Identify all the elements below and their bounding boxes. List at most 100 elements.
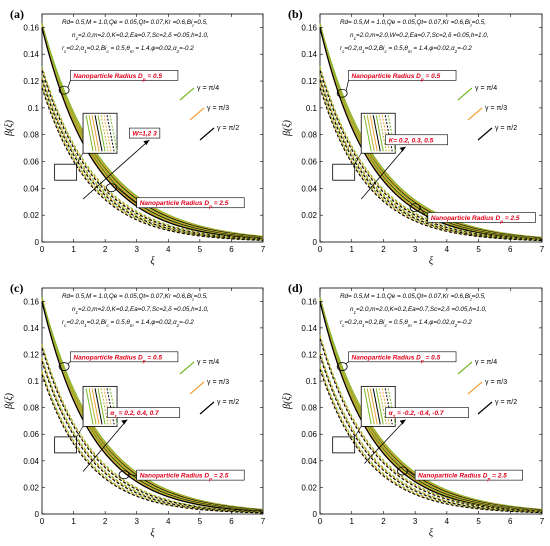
- x-tick-label: 4: [445, 517, 450, 526]
- params-line-2: n1=2.0,m=2.0,K=0.2,Ea=0.7,Sc=2,δ =0.05,h…: [350, 306, 487, 315]
- zoom-curve: [375, 115, 384, 152]
- y-tick-label: 0.1: [28, 104, 40, 113]
- x-tick-label: 7: [540, 517, 545, 526]
- param-arrow-head: [121, 419, 128, 425]
- zoom-curve: [363, 115, 372, 152]
- y-tick-label: 0.04: [23, 457, 39, 466]
- y-tick-label: 0.14: [23, 324, 39, 333]
- dashed-series-line: [41, 87, 264, 241]
- y-tick-label: 0: [313, 510, 318, 519]
- x-tick-label: 7: [540, 245, 545, 254]
- legend-label: γ = π/4: [475, 359, 497, 366]
- x-tick-label: 6: [508, 245, 513, 254]
- zoom-source: [332, 436, 356, 454]
- solid-series-line: [41, 301, 264, 513]
- y-tick-label: 0.04: [23, 184, 39, 193]
- small-radius-arrow: [67, 80, 71, 88]
- zoom-source: [54, 436, 78, 454]
- panel-d: 0 1 2 3 4 5 6 7 0 0.02 0.04 0.06 0.08 0.1 0.12 0.14 0.16…: [282, 281, 545, 539]
- zoom-inset: [82, 112, 118, 154]
- zoom-curve: [378, 115, 387, 152]
- zoom-source: [54, 163, 78, 181]
- y-tick-label: 0.1: [306, 104, 318, 113]
- zoom-inset: [360, 385, 396, 427]
- x-tick-label: 5: [198, 245, 203, 254]
- large-radius-label: Nanoparticle Radius Dp = 2.5: [140, 200, 229, 209]
- param-arrow: [82, 139, 150, 200]
- dashed-series-line: [319, 335, 543, 512]
- dashed-series-line: [319, 353, 543, 513]
- params-line-3: rc=0.2,α1=0.2,Bic = 0.5,θm = 1.4,φ=0.02,…: [340, 319, 472, 328]
- x-tick-label: 4: [445, 245, 450, 254]
- large-radius-label-box: [427, 212, 536, 223]
- legend-label: γ = π/3: [485, 379, 507, 386]
- dashed-series-line: [41, 79, 264, 241]
- param-label: W=1,2 3: [132, 131, 157, 138]
- dashed-series-line: [319, 368, 543, 514]
- param-label: α2 = -0.2, -0.4, -0.7: [389, 410, 444, 419]
- legend-swatch: [199, 127, 215, 141]
- y-axis-label: β(ξ): [4, 392, 15, 410]
- x-tick-label: 2: [381, 245, 386, 254]
- panel-label: (c): [10, 281, 23, 295]
- x-tick-label: 1: [71, 245, 76, 254]
- dashed-series-line: [41, 374, 264, 514]
- large-radius-label-box: [136, 197, 245, 209]
- small-radius-label-box: [70, 70, 179, 81]
- small-radius-label-box: [348, 70, 457, 81]
- large-radius-label: Nanoparticle Radius Dp = 2.5: [431, 215, 520, 224]
- zoom-inset: [82, 385, 118, 427]
- x-axis-label: ξ: [150, 256, 155, 267]
- legend-label: γ = π/4: [475, 85, 497, 92]
- legend-swatch: [179, 361, 195, 375]
- legend-swatch: [179, 87, 195, 101]
- small-radius-label: Nanoparticle Radius Dp = 0.5: [73, 354, 162, 363]
- x-tick-label: 4: [166, 245, 171, 254]
- legend-label: γ = π/2: [495, 125, 517, 132]
- legend-swatch: [477, 401, 493, 415]
- y-tick-label: 0.06: [301, 430, 317, 439]
- dashed-series-line: [41, 67, 264, 240]
- params-line-1: Rd= 0.5,M = 1.0,Qe = 0.05,Qt= 0.07,Kr =0…: [62, 19, 208, 28]
- legend-swatch: [467, 381, 483, 395]
- param-arrow-head: [143, 140, 150, 146]
- param-label-box: [129, 127, 161, 139]
- large-radius-label: Nanoparticle Radius Dp = 2.5: [418, 473, 507, 482]
- dashed-series-line: [41, 345, 264, 513]
- legend-swatch: [467, 107, 483, 121]
- y-tick-label: 0.14: [301, 324, 317, 333]
- zoom-curve: [369, 388, 378, 425]
- large-radius-arrow: [127, 473, 137, 477]
- dashed-series-line: [41, 86, 264, 241]
- x-axis-label: ξ: [429, 528, 434, 539]
- param-label-box: [385, 407, 469, 418]
- radius-marker-large: [118, 470, 130, 480]
- x-tick-label: 4: [166, 517, 171, 526]
- legend-label: γ = π/3: [207, 105, 229, 112]
- legend-label: γ = π/3: [485, 105, 507, 112]
- dashed-series-line: [319, 83, 543, 241]
- zoom-curve: [372, 388, 381, 425]
- dashed-series-line: [319, 367, 543, 514]
- x-tick-label: 0: [40, 245, 45, 254]
- y-tick-label: 0.14: [23, 50, 39, 59]
- y-tick-label: 0: [313, 238, 318, 247]
- y-tick-label: 0.12: [301, 77, 317, 86]
- solid-series-line: [41, 27, 264, 240]
- params-line-1: Rd= 0.5,M = 1.0,Qe = 0.05,Qt= 0.07,Kr =0…: [340, 293, 486, 302]
- y-tick-label: 0: [35, 510, 40, 519]
- zoom-curve: [384, 388, 393, 425]
- y-tick-label: 0.02: [23, 211, 39, 220]
- dashed-series-line: [319, 87, 543, 242]
- params-line-1: Rd= 0.5,M = 1.0,Qe = 0.05,Qt= 0.07,Kr =0…: [340, 19, 486, 28]
- y-tick-label: 0.08: [301, 404, 317, 413]
- x-tick-label: 1: [349, 517, 354, 526]
- large-radius-label-box: [136, 469, 245, 481]
- small-radius-label: Nanoparticle Radius Dp = 0.5: [352, 73, 441, 82]
- y-tick-label: 0.08: [301, 131, 317, 140]
- x-axis-label: ξ: [150, 528, 155, 539]
- params-line-3: rc=0.2,α1=0.2,Bic = 0.5,θm = 1.4,φ=0.02,…: [340, 45, 472, 54]
- y-tick-label: 0.02: [23, 483, 39, 492]
- dashed-series-line: [319, 354, 543, 513]
- x-tick-label: 6: [508, 517, 513, 526]
